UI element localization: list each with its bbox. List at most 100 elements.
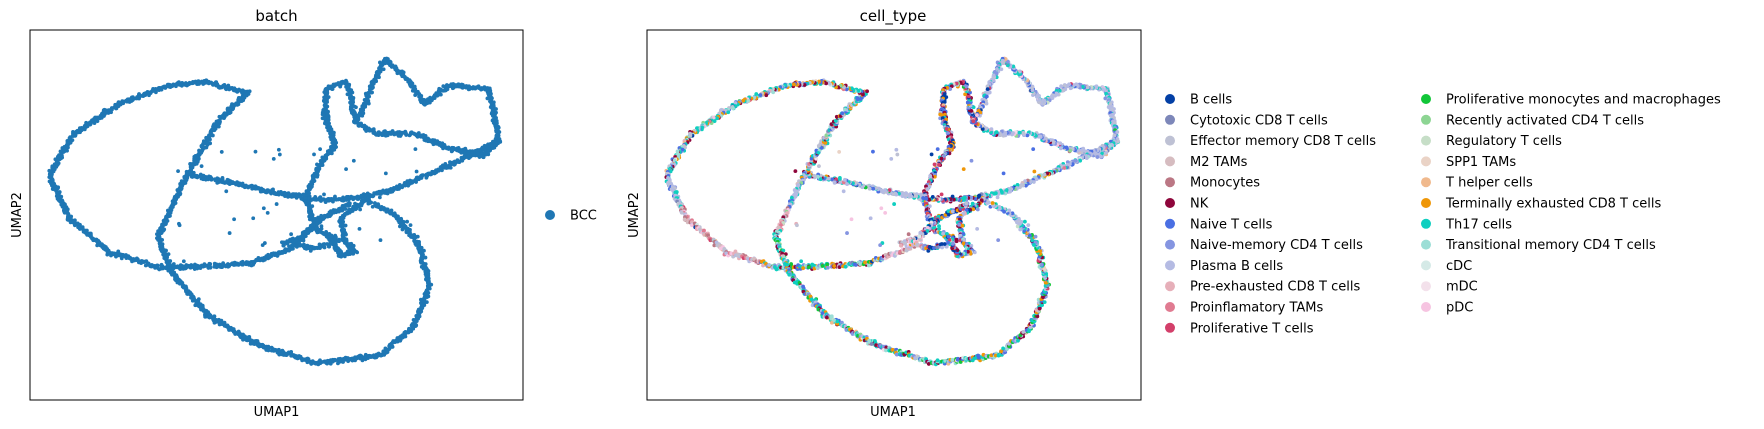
cell-type-point [925,187,930,192]
batch-point [329,234,333,239]
cell-type-point [1037,134,1042,139]
batch-point [351,158,356,163]
batch-point [383,346,388,351]
batch-point [62,210,67,215]
batch-point [313,195,318,199]
batch-point [253,149,258,154]
batch-point [323,231,328,236]
batch-point [322,245,327,250]
batch-point [497,130,502,134]
batch-point [337,239,341,244]
batch-point [403,130,408,135]
batch-point [65,217,70,222]
cell-type-points [664,56,1121,367]
batch-point [261,206,266,211]
batch-point [277,152,282,157]
batch-point [450,148,455,153]
batch-point [208,265,213,270]
cell-type-point [1068,86,1073,91]
batch-point [326,126,331,131]
batch-point [339,222,344,227]
batch-point [319,224,324,229]
cell-type-point [1111,112,1115,117]
batch-point [328,240,333,245]
batch-point [323,116,328,121]
cell-type-point [1103,96,1108,101]
batch-point [377,195,382,200]
batch-point [85,228,89,233]
batch-point [450,86,455,91]
batch-point [251,216,256,221]
batch-point [353,119,358,124]
cell-type-point [1115,130,1120,134]
batch-point [400,227,405,232]
batch-point [330,87,335,91]
batch-point [443,88,448,93]
batch-point [363,127,367,131]
batch-point [295,356,300,361]
panel-batch-xlabel: UMAP1 [254,405,300,420]
batch-point [276,147,281,152]
legend-marker [545,210,555,220]
batch-points [47,56,503,367]
panel-batch: batch UMAP1 UMAP2 BCC [10,7,597,420]
batch-point [314,246,319,250]
batch-point [203,264,208,268]
batch-point [101,246,106,251]
batch-point [424,267,429,271]
batch-point [407,133,412,138]
batch-point [359,355,364,360]
batch-point [242,185,247,190]
batch-point [310,204,315,209]
batch-point [436,91,441,96]
batch-point [214,263,219,268]
cell-type-point [984,94,989,99]
batch-point [358,207,363,212]
cell-type-point [985,87,990,92]
batch-point [444,166,449,170]
batch-point [174,82,179,87]
batch-point [345,92,350,97]
batch-point [441,146,445,151]
cell-type-point [1017,130,1022,135]
batch-point [440,141,445,146]
cell-type-point [1054,91,1059,96]
batch-point [318,147,322,152]
batch-point [321,156,326,161]
batch-point [273,347,277,352]
batch-point [354,105,358,110]
batch-point [414,243,419,247]
batch-point [357,226,362,231]
batch-point [413,147,418,152]
cell-type-point [1059,84,1064,89]
cell-type-point [1058,146,1063,151]
batch-point [372,201,377,205]
cell-type-point [1095,155,1100,159]
batch-point [367,94,372,99]
batch-point [344,167,348,171]
batch-point [337,81,341,86]
batch-point [299,234,304,239]
batch-point [486,91,491,96]
batch-point [389,208,394,213]
batch-point [405,219,410,224]
batch-point [322,192,326,197]
batch-point [194,173,199,178]
batch-point [207,262,212,267]
batch-point [232,217,236,222]
panel-batch-ylabel: UMAP2 [10,192,25,238]
batch-point [224,189,229,194]
batch-point [419,306,424,311]
batch-point [333,209,338,214]
batch-point [368,87,372,92]
batch-point [463,146,468,151]
batch-point [199,164,204,169]
batch-point [332,358,337,362]
cell-type-point [999,67,1004,72]
batch-point [252,342,257,346]
batch-point [238,96,242,100]
legend-label: BCC [570,209,597,224]
batch-point [325,112,330,117]
